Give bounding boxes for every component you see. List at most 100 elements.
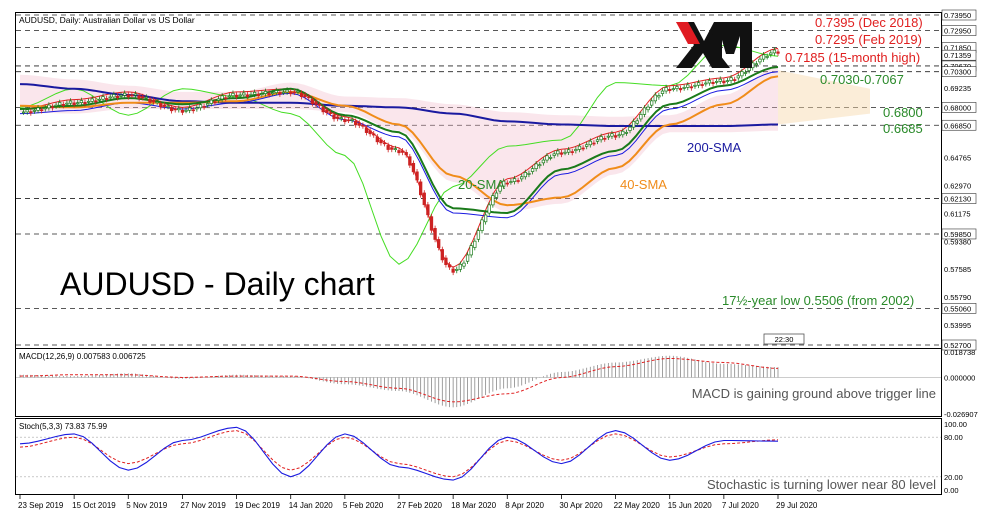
x-axis-label: 5 Nov 2019 [126,501,167,510]
stoch-main-line [19,426,779,481]
candle-body [393,148,398,150]
candle-body [444,257,448,265]
candle-body [43,107,47,110]
candle-body [585,144,589,147]
candle-body [530,168,535,172]
candle-body [577,145,582,150]
candle-body [177,108,181,111]
candle-body [126,94,130,98]
annotation-high-2018: 0.7395 (Dec 2018) [815,15,923,30]
annotation-sma200: 200-SMA [687,140,742,155]
candle-body [465,254,470,262]
candle-body [642,107,647,115]
candle-body [169,107,174,112]
price-axis-label: 0.55790 [944,293,971,302]
macd-header: MACD(12,26,9) 0.007583 0.006725 [19,352,146,361]
candle-body [256,93,260,97]
candle-body [516,180,520,182]
candle-body [390,147,394,150]
candle-body [682,87,686,89]
candle-body [588,140,592,146]
candle-body [404,152,408,156]
candle-body [686,84,690,88]
candle-body [25,109,29,113]
stoch-header: Stoch(5,3,3) 73.83 75.99 [19,422,108,431]
candle-body [733,79,737,81]
candle-body [144,96,148,99]
symbol-header: AUDUSD, Daily: Australian Dollar vs US D… [19,15,195,25]
candle-body [473,240,477,248]
candle-body [173,108,177,111]
candle-body [599,136,603,141]
candle-body [58,102,62,106]
candle-body [108,96,112,99]
candle-body [29,111,33,114]
candle-body [408,156,412,166]
candle-body [718,78,722,82]
candle-body [610,133,614,137]
annotation-level-6800: 0.6800 [883,105,923,120]
candle-body [94,100,98,103]
candle-body [433,228,437,240]
candle-body [303,94,307,98]
candle-body [271,92,275,95]
candle-body [68,100,73,104]
candle-body [260,93,264,95]
sma40-line [19,75,779,207]
candle-body [148,98,152,103]
xm-logo [676,22,752,68]
price-levels [16,14,941,346]
candle-body [321,106,325,113]
x-axis-label: 27 Feb 2020 [397,501,442,510]
svg-text:22:30: 22:30 [775,335,794,344]
candle-body [159,103,163,108]
candle-body [743,72,748,74]
candle-body [166,105,170,108]
price-axis-label: 0.70300 [944,68,971,77]
candle-body [541,159,546,164]
stoch-axis-label: 20.00 [944,473,963,482]
candle-body [455,268,459,271]
cloud-area [20,67,778,212]
price-axis-label: 0.57585 [944,265,971,274]
candle-body [151,100,156,103]
price-axis-label: 0.55060 [944,304,971,313]
price-tag-box [941,102,977,113]
candle-body [400,150,405,153]
time-tag: 22:30 [763,333,805,345]
candle-body [162,104,167,107]
price-axis-label: 0.59380 [944,237,971,246]
candle-body [263,91,268,94]
price-tag-box [941,303,977,314]
candle-body [101,96,105,100]
price-tag-box [941,66,977,77]
candle-body [440,249,444,261]
candle-body [671,88,675,91]
candle-body [310,98,315,104]
candle-body [216,98,221,101]
candle-body [292,91,296,94]
candle-body [180,109,185,113]
candle-body [548,157,553,159]
macd-panel: 0.018738 0.000000 -0.026907 [16,348,978,419]
candle-body [209,99,213,104]
candle-body [650,100,654,106]
x-axis-label: 22 May 2020 [614,501,661,510]
stoch-axis-label: 100.00 [944,420,967,429]
candle-body [693,84,697,87]
x-axis-label: 15 Oct 2019 [72,501,116,510]
candle-body [635,120,639,124]
candle-body [141,96,145,99]
candle-body [332,114,336,120]
price-tag-box [941,339,977,351]
candle-body [628,126,632,131]
candle-body [469,245,473,256]
candle-body [437,239,441,248]
candle-body [657,95,661,98]
candle-body [386,145,390,150]
candle-body [483,214,488,223]
candle-body [242,92,246,96]
macd-signal-line [19,357,779,403]
candle-body [653,94,657,102]
